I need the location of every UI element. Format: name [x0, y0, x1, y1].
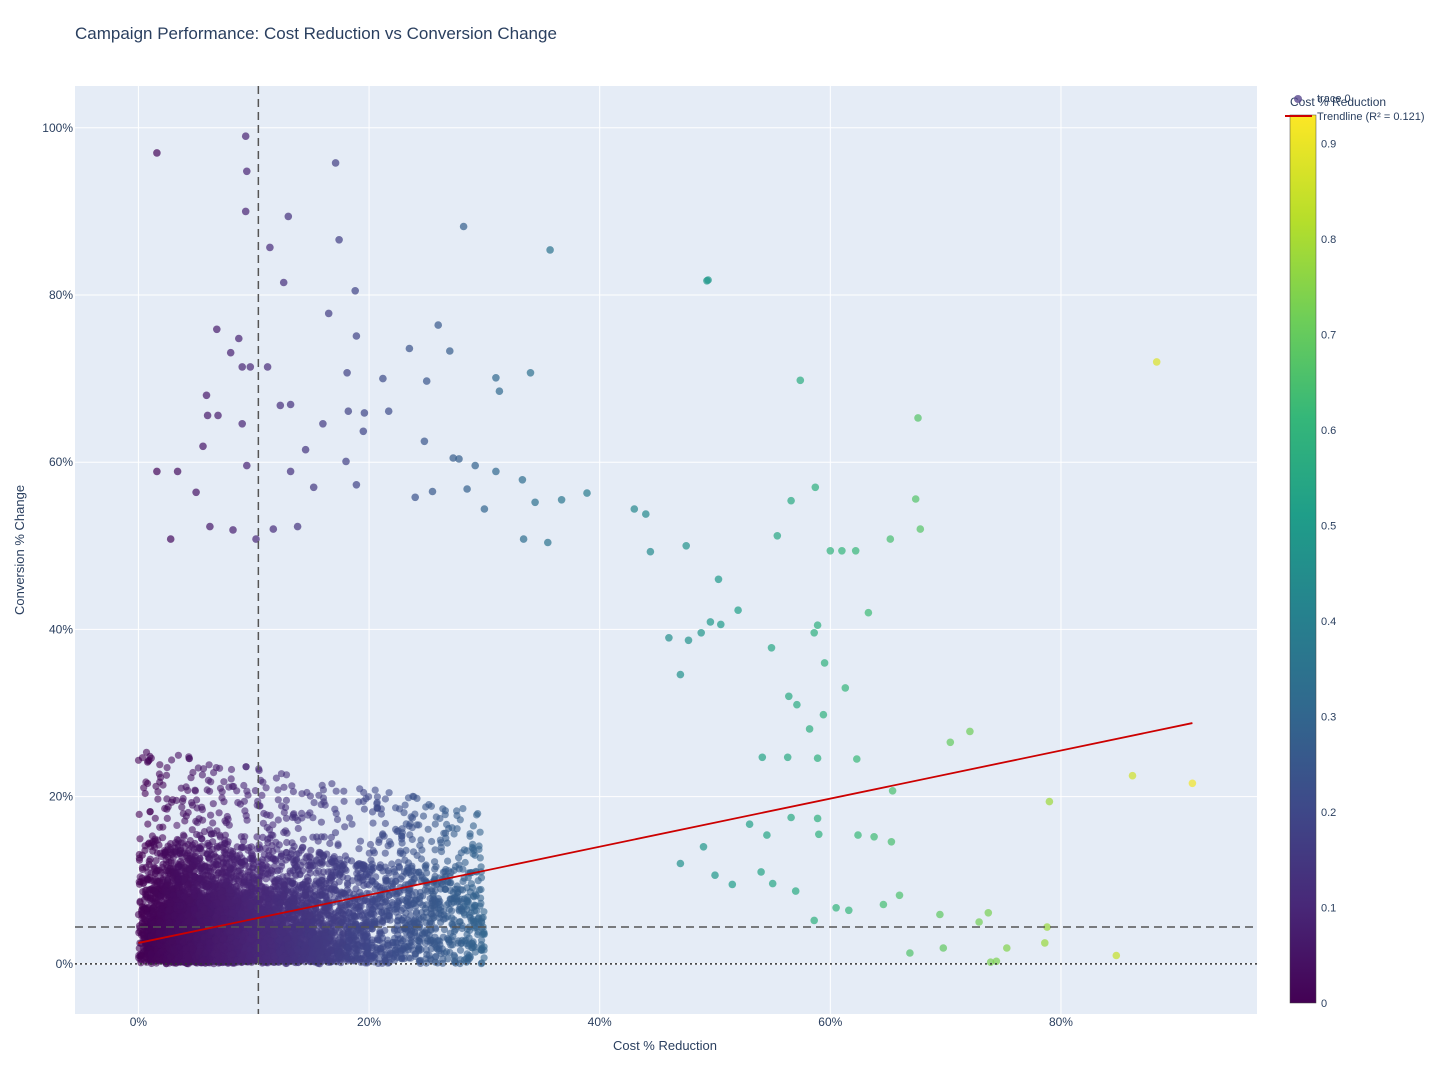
chart-title: Campaign Performance: Cost Reduction vs … [75, 24, 557, 43]
density-cloud [134, 748, 488, 968]
cloud-point [173, 821, 181, 830]
